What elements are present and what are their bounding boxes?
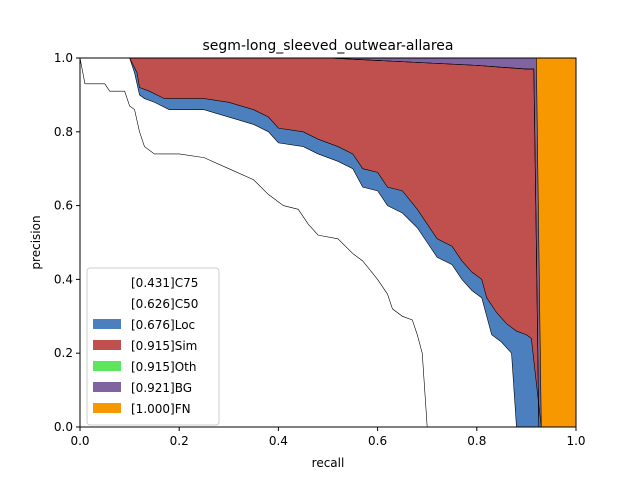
legend-label-fn: [1.000]FN bbox=[131, 402, 191, 416]
x-axis-label: recall bbox=[312, 456, 345, 470]
curve-loc bbox=[80, 57, 542, 428]
legend-label-c50: [0.626]C50 bbox=[131, 297, 198, 311]
x-tick-label: 0.0 bbox=[70, 434, 89, 448]
plot-frame bbox=[79, 57, 577, 428]
legend: [0.431]C75 [0.626]C50 [0.676]Loc [0.915]Sim… bbox=[86, 267, 220, 426]
legend-swatch-c50 bbox=[93, 298, 121, 308]
legend-swatch-sim bbox=[93, 340, 121, 350]
x-tick-label: 1.0 bbox=[566, 434, 585, 448]
x-tick-label: 0.4 bbox=[269, 434, 288, 448]
legend-swatch-oth bbox=[93, 361, 121, 371]
y-tick-label: 0.4 bbox=[54, 272, 73, 286]
legend-swatch-fn bbox=[93, 403, 121, 413]
legend-swatch-bg bbox=[93, 382, 121, 392]
legend-label-c75: [0.431]C75 bbox=[131, 276, 198, 290]
y-tick-label: 0.2 bbox=[54, 346, 73, 360]
legend-label-sim: [0.915]Sim bbox=[131, 339, 197, 353]
x-tick-label: 0.8 bbox=[467, 434, 486, 448]
x-axis-ticks: 0.0 0.2 0.4 0.6 0.8 1.0 bbox=[70, 427, 586, 448]
y-axis-label: precision bbox=[29, 215, 43, 269]
y-tick-label: 1.0 bbox=[54, 51, 73, 65]
legend-label-loc: [0.676]Loc bbox=[131, 318, 195, 332]
y-axis-ticks: 0.0 0.2 0.4 0.6 0.8 1.0 bbox=[54, 51, 80, 434]
curve-c75 bbox=[79, 57, 428, 428]
x-tick-label: 0.6 bbox=[368, 434, 387, 448]
legend-swatch-c75 bbox=[93, 277, 121, 287]
chart-title: segm-long_sleeved_outwear-allarea bbox=[203, 38, 454, 54]
y-tick-label: 0.6 bbox=[54, 199, 73, 213]
x-tick-label: 0.2 bbox=[170, 434, 189, 448]
legend-label-oth: [0.915]Oth bbox=[131, 360, 196, 374]
y-tick-label: 0.8 bbox=[54, 125, 73, 139]
curve-oth bbox=[80, 57, 540, 428]
legend-swatch-loc bbox=[93, 319, 121, 329]
legend-label-bg: [0.921]BG bbox=[131, 381, 192, 395]
y-tick-label: 0.0 bbox=[54, 420, 73, 434]
curve-c50 bbox=[80, 57, 517, 428]
